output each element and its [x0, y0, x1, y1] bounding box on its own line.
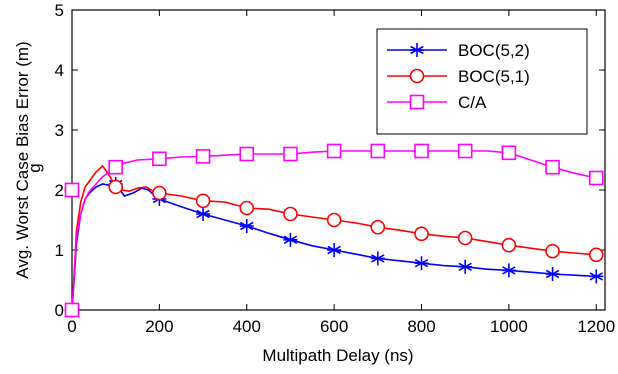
series-point-2: [588, 170, 604, 186]
legend-marker: [409, 94, 425, 110]
series-point-0: [327, 243, 342, 257]
y-tick-label: 5: [55, 1, 64, 20]
series-point-2: [326, 143, 342, 159]
series-point-2: [283, 146, 298, 162]
series-point-0: [589, 269, 604, 284]
x-tick-label: 600: [320, 317, 348, 336]
series-point-2: [414, 143, 429, 159]
series-point-2: [152, 151, 167, 167]
series-point-0: [501, 263, 516, 278]
x-tick-label: 400: [233, 317, 261, 336]
series-point-2: [501, 145, 517, 161]
series-point-2: [370, 143, 386, 159]
legend-label: BOC(5,2): [458, 41, 530, 60]
series-layer: [64, 143, 604, 318]
series-point-2: [239, 146, 255, 162]
series-point-1: [414, 226, 429, 242]
series-point-1: [283, 206, 298, 222]
series-point-1: [326, 212, 342, 228]
x-tick-label: 800: [407, 317, 435, 336]
y-axis-label-group: Avg. Worst Case Bias Error (m) g: [13, 41, 44, 278]
y-tick-label: 1: [55, 241, 64, 260]
y-tick-label: 2: [55, 181, 64, 200]
plot-frame: [71, 9, 606, 311]
y-axis-ticks: 0 1 2 3 4 5: [55, 1, 605, 320]
series-point-0: [545, 267, 560, 281]
legend-marker: [409, 68, 425, 84]
series-point-1: [588, 247, 604, 263]
x-axis-ticks: 0 200 400 600 800 1000 1200: [67, 10, 615, 336]
series-point-1: [501, 237, 517, 253]
series-point-1: [108, 179, 123, 195]
series-point-2: [64, 302, 80, 318]
series-point-1: [239, 200, 255, 216]
series-point-2: [545, 159, 560, 175]
y-tick-label: 0: [55, 301, 64, 320]
x-tick-label: 1200: [577, 317, 615, 336]
x-tick-label: 1000: [490, 317, 528, 336]
series-point-1: [457, 230, 473, 246]
legend-label: BOC(5,1): [458, 67, 530, 86]
series-point-0: [283, 232, 298, 247]
series-point-1: [195, 193, 211, 209]
series-point-0: [196, 207, 211, 221]
y-axis-label-overlap-glyph: g: [25, 163, 44, 172]
series-point-2: [457, 143, 473, 159]
series-point-2: [108, 159, 123, 175]
legend-marker: [410, 43, 424, 57]
legend: BOC(5,2) BOC(5,1) C/A: [376, 28, 588, 135]
series-point-0: [414, 256, 429, 271]
x-tick-label: 0: [67, 317, 76, 336]
series-line-2: [71, 150, 597, 311]
series-point-0: [239, 219, 254, 233]
series-point-1: [152, 185, 167, 201]
series-point-0: [458, 259, 473, 274]
series-line-1: [71, 164, 597, 311]
legend-label: C/A: [458, 93, 487, 112]
series-point-1: [370, 219, 386, 235]
x-axis-label: Multipath Delay (ns): [262, 346, 413, 365]
y-axis-label: Avg. Worst Case Bias Error (m): [13, 41, 32, 278]
y-tick-label: 4: [55, 61, 64, 80]
series-point-2: [195, 149, 211, 164]
series-point-1: [545, 243, 560, 259]
series-extra-point: [64, 182, 80, 198]
x-tick-label: 200: [145, 317, 173, 336]
series-point-0: [370, 251, 385, 266]
y-tick-label: 3: [55, 121, 64, 140]
